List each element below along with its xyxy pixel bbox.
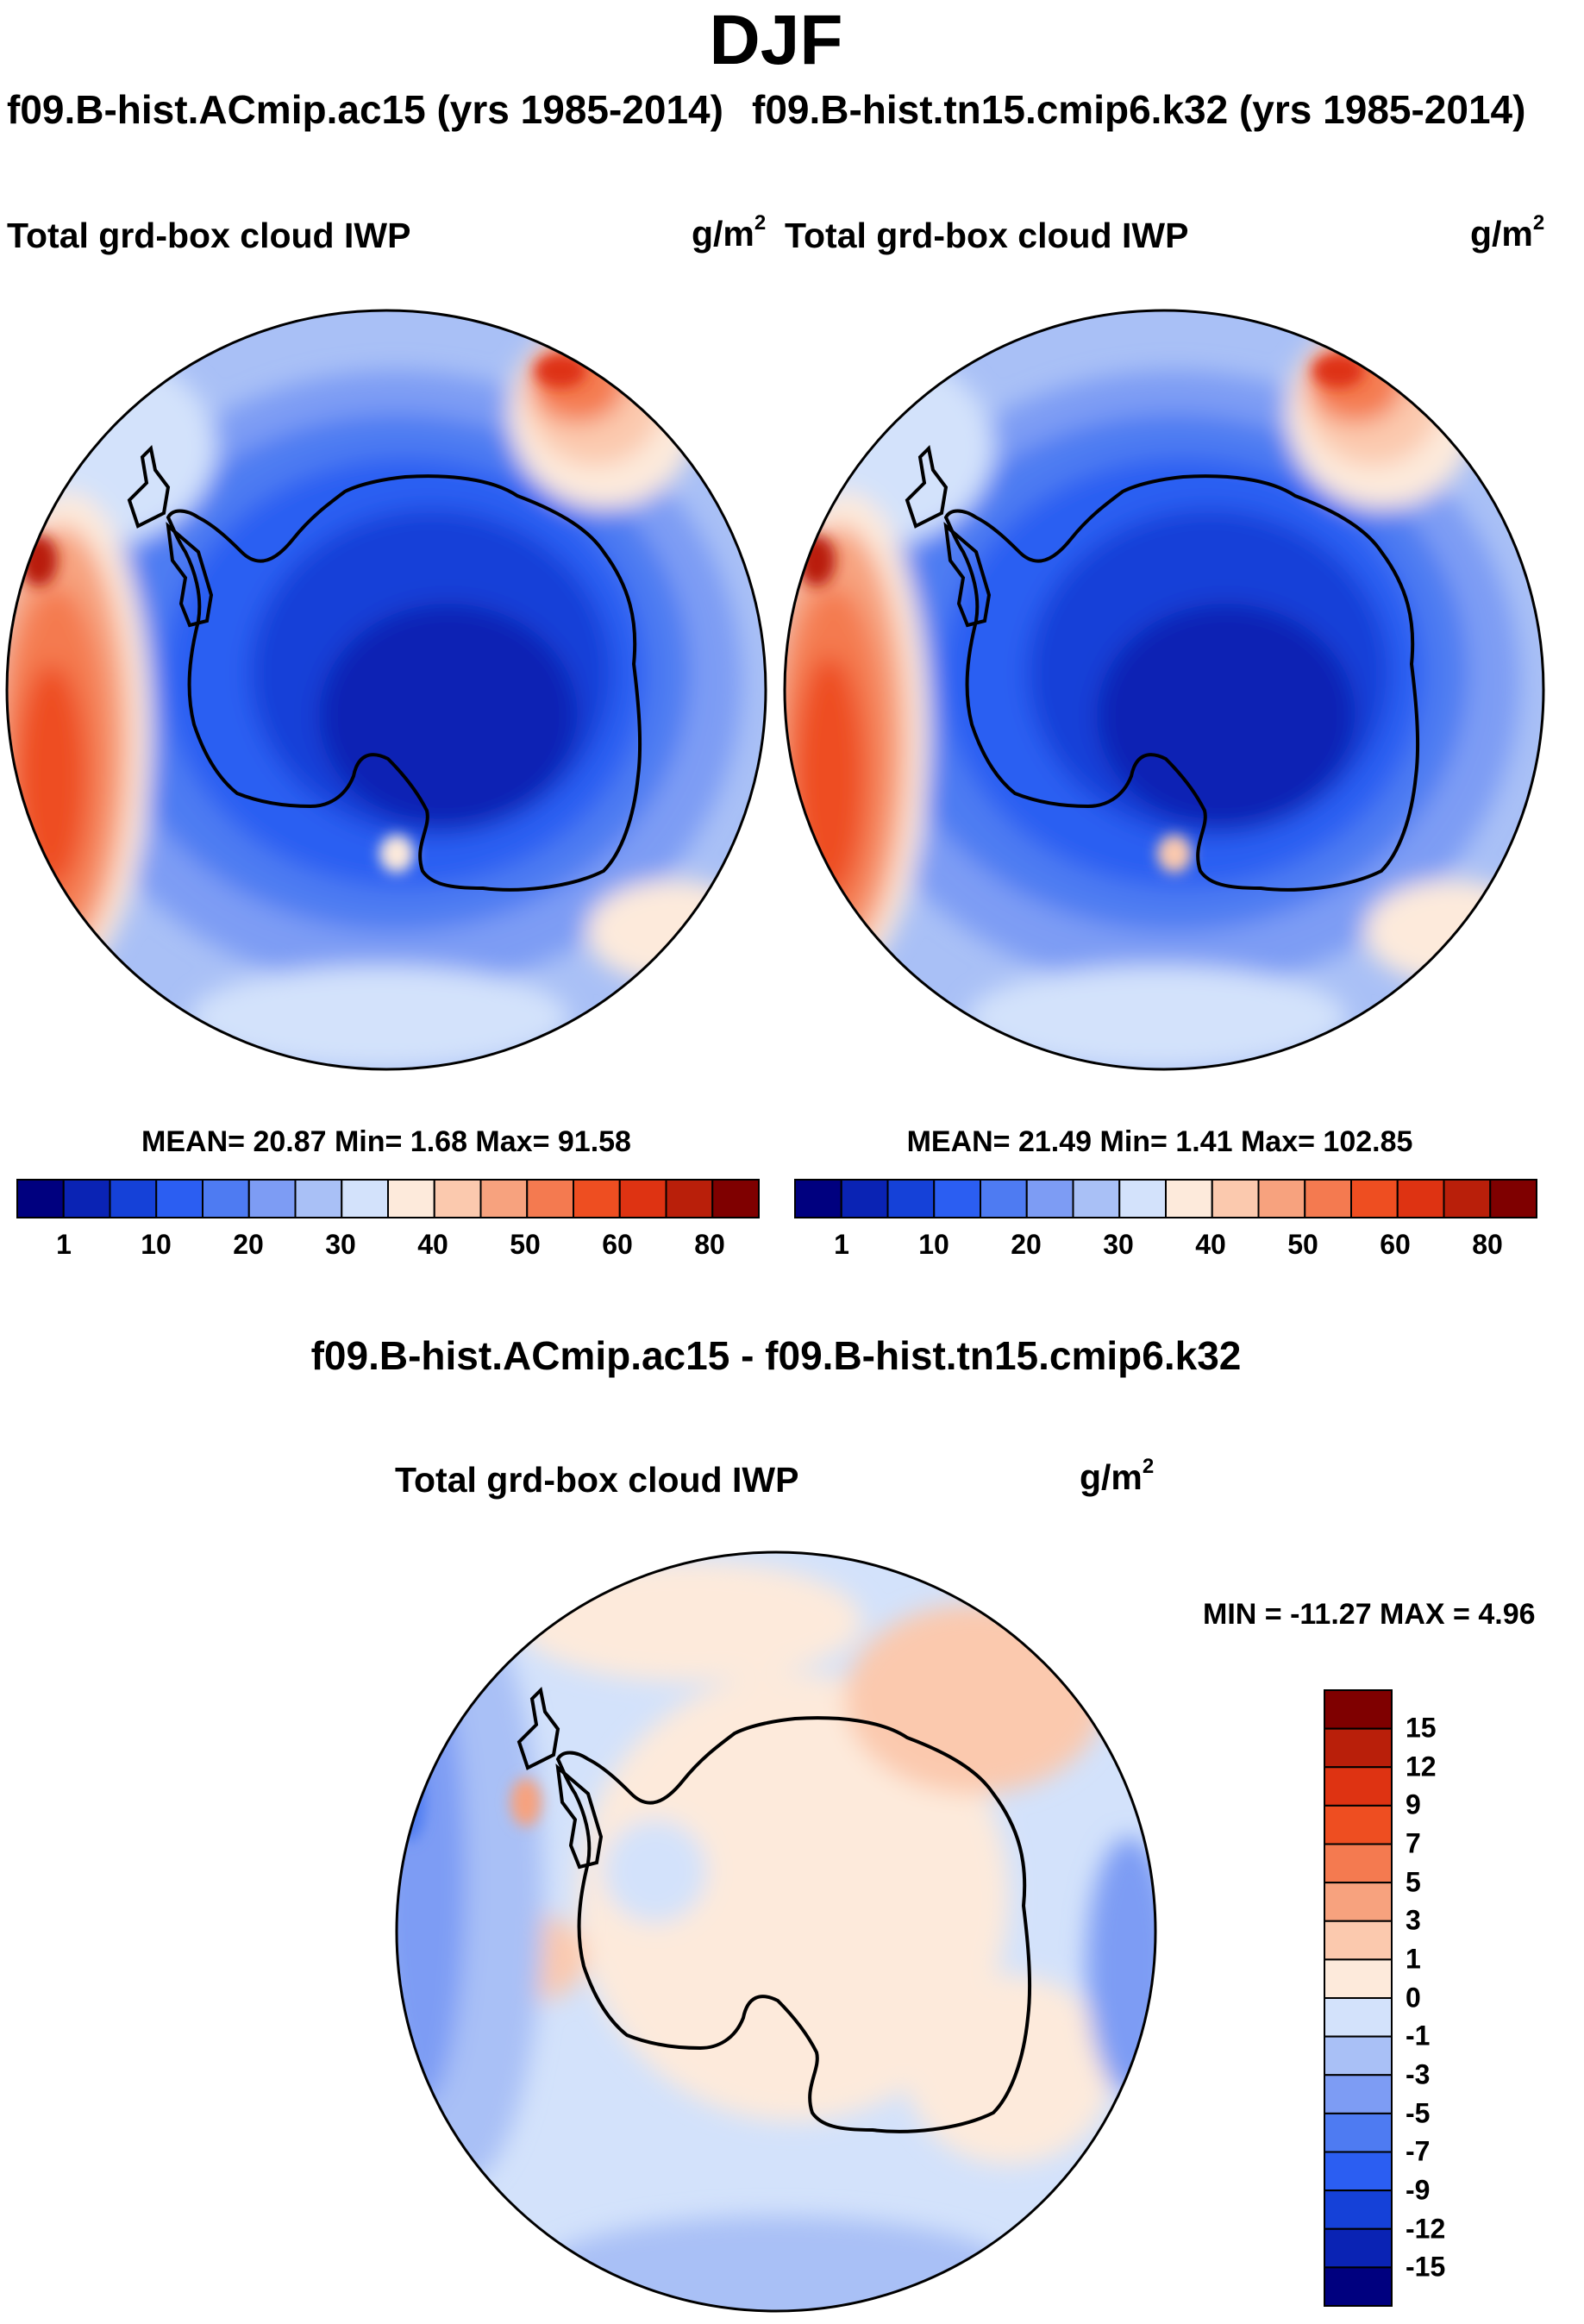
colorbar-box [1324,1766,1393,1807]
colorbar-box [341,1179,389,1218]
colorbar-box [526,1179,574,1218]
colorbar-box [840,1179,889,1218]
colorbar-box [1324,1727,1393,1769]
colorbar-box [1324,2035,1393,2077]
colorbar-box [62,1179,111,1218]
colorbar-box [109,1179,158,1218]
figure-title: DJF [709,1,843,79]
cbar1-tick: 20 [233,1229,264,1260]
colorbar-box [479,1179,529,1218]
colorbar-box [1324,2266,1393,2307]
colorbar-panel1 [16,1179,760,1218]
cbar1-tick: 40 [417,1229,448,1260]
colorbar-box [1118,1179,1167,1218]
panel1-variable-title: Total grd-box cloud IWP [7,216,411,255]
cbar3-tick: -3 [1406,2058,1431,2090]
cbar1-tick: 1 [56,1229,72,1260]
cbar1-tick: 50 [510,1229,541,1260]
diff-variable-title: Total grd-box cloud IWP [395,1460,799,1500]
colorbar-box [202,1179,250,1218]
colorbar-box [1324,1843,1393,1884]
panel1-map [7,310,766,1069]
cbar3-tick: 15 [1406,1712,1437,1744]
cbar2-tick: 80 [1472,1229,1503,1260]
colorbar-box [1257,1179,1306,1218]
colorbar-panel2 [794,1179,1537,1218]
colorbar-box [1072,1179,1121,1218]
cbar3-tick: 1 [1406,1943,1421,1975]
panel2-units: g/m2 [1470,211,1545,254]
colorbar-box [1324,1689,1393,1730]
diff-case-title: f09.B-hist.ACmip.ac15 - f09.B-hist.tn15.… [310,1333,1242,1378]
cbar3-tick: 9 [1406,1788,1421,1820]
colorbar-box [1443,1179,1492,1218]
cbar1-tick: 80 [694,1229,725,1260]
colorbar-box [711,1179,760,1218]
cbar3-tick: -5 [1406,2097,1431,2129]
colorbar-diff [1324,1689,1393,2307]
cbar2-tick: 1 [834,1229,849,1260]
colorbar-box [933,1179,981,1218]
colorbar-box [16,1179,65,1218]
panel2-map [785,310,1543,1069]
diff-units: g/m2 [1080,1455,1155,1497]
cbar3-tick: 3 [1406,1904,1421,1936]
colorbar-box [433,1179,482,1218]
colorbar-box [1025,1179,1074,1218]
colorbar-box [794,1179,842,1218]
diff-stats: MIN = -11.27 MAX = 4.96 [1203,1598,1536,1631]
colorbar-box [1324,1997,1393,2038]
cbar3-tick: 0 [1406,1982,1421,2014]
panel1-stats: MEAN= 20.87 Min= 1.68 Max= 91.58 [141,1125,631,1158]
cbar2-tick: 50 [1287,1229,1318,1260]
colorbar-box [1324,2074,1393,2114]
cbar2-tick: 10 [918,1229,949,1260]
cbar1-tick: 10 [141,1229,172,1260]
colorbar-box [1211,1179,1260,1218]
colorbar-box [980,1179,1028,1218]
cbar3-tick: 7 [1406,1827,1421,1859]
colorbar-box [1324,1958,1393,1999]
colorbar-box [1304,1179,1352,1218]
cbar3-tick: -12 [1406,2213,1446,2245]
cbar3-tick: -1 [1406,2020,1431,2052]
panel2-variable-title: Total grd-box cloud IWP [785,216,1189,255]
panel1-units: g/m2 [692,211,767,254]
cbar3-tick: 12 [1406,1751,1437,1782]
colorbar-box [294,1179,343,1218]
cbar3-tick: 5 [1406,1866,1421,1898]
colorbar-box [886,1179,936,1218]
cbar3-tick: -15 [1406,2251,1446,2283]
colorbar-box [665,1179,714,1218]
colorbar-box [1489,1179,1537,1218]
cbar1-tick: 30 [325,1229,356,1260]
colorbar-box [618,1179,667,1218]
colorbar-box [155,1179,203,1218]
cbar3-tick: -7 [1406,2135,1431,2167]
colorbar-box [1324,1804,1393,1845]
cbar3-tick: -9 [1406,2174,1431,2206]
colorbar-box [573,1179,621,1218]
colorbar-box [1324,2151,1393,2192]
cbar2-tick: 40 [1195,1229,1226,1260]
colorbar-box [1324,1882,1393,1922]
cbar2-tick: 60 [1380,1229,1411,1260]
colorbar-box [247,1179,297,1218]
panel1-case-title: f09.B-hist.ACmip.ac15 (yrs 1985-2014) [7,87,723,132]
colorbar-box [1324,2112,1393,2153]
colorbar-box [1350,1179,1399,1218]
colorbar-box [1165,1179,1213,1218]
diff-map [397,1552,1155,2311]
panel2-case-title: f09.B-hist.tn15.cmip6.k32 (yrs 1985-2014… [752,87,1526,132]
colorbar-box [387,1179,435,1218]
colorbar-box [1324,2227,1393,2269]
colorbar-box [1396,1179,1445,1218]
colorbar-box [1324,2189,1393,2230]
cbar2-tick: 30 [1103,1229,1134,1260]
colorbar-box [1324,1920,1393,1961]
cbar1-tick: 60 [602,1229,633,1260]
panel2-stats: MEAN= 21.49 Min= 1.41 Max= 102.85 [906,1125,1413,1158]
cbar2-tick: 20 [1011,1229,1042,1260]
